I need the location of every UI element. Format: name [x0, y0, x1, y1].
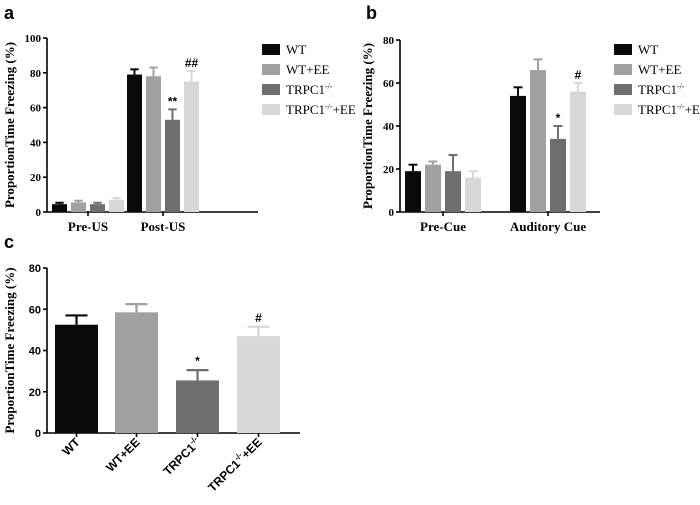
- y-tick-label: 60: [29, 304, 41, 316]
- bar: [146, 76, 161, 212]
- bar: [71, 202, 86, 212]
- legend-label: WT: [286, 42, 306, 57]
- bar: [530, 70, 546, 212]
- y-tick-label: 80: [383, 35, 395, 47]
- bar: [115, 312, 158, 433]
- significance-marker: *: [556, 111, 561, 125]
- bar: [465, 177, 481, 212]
- chart-panel-a: 0 20 40 60 80 100 ProportionTime Freezing (%) P…: [2, 33, 356, 234]
- legend-label: TRPC1-/-: [638, 82, 685, 97]
- panel-label-c: c: [4, 232, 14, 252]
- bar: [405, 171, 421, 212]
- y-tick-label: 80: [29, 263, 41, 275]
- y-tick-label: 0: [389, 207, 395, 219]
- bar: [52, 204, 67, 212]
- panel-label-b: b: [366, 3, 377, 23]
- significance-marker: #: [255, 311, 262, 325]
- legend-swatch: [262, 64, 280, 75]
- y-tick-label: 40: [29, 346, 41, 358]
- y-tick-label: 0: [35, 428, 41, 440]
- bar: [570, 91, 586, 212]
- y-tick-label: 100: [25, 33, 42, 45]
- bar: [90, 204, 105, 212]
- legend-swatch: [262, 44, 280, 55]
- legend-label: WT+EE: [638, 62, 681, 77]
- y-tick-label: 60: [383, 78, 395, 90]
- bar: [510, 95, 526, 212]
- legend-swatch: [614, 104, 632, 115]
- y-tick-label: 40: [383, 121, 395, 133]
- significance-marker: **: [168, 94, 178, 108]
- bar: [425, 164, 441, 212]
- bar: [55, 324, 98, 433]
- y-tick-label: 60: [30, 103, 42, 115]
- panel-label-a: a: [4, 3, 15, 23]
- y-axis-label: ProportionTime Freezing (%): [2, 42, 17, 208]
- category-label: Post-US: [141, 219, 186, 234]
- bar: [127, 74, 142, 212]
- y-axis-label: ProportionTime Freezing (%): [2, 267, 17, 433]
- y-tick-label: 20: [383, 164, 395, 176]
- bar: [109, 199, 124, 212]
- significance-marker: ##: [185, 56, 199, 70]
- chart-panel-c: 0 20 40 60 80 ProportionTime Freezing (%) WT WT…: [2, 263, 300, 495]
- legend-label: WT+EE: [286, 62, 329, 77]
- legend-swatch: [262, 84, 280, 95]
- chart-panel-b: 0 20 40 60 80 ProportionTime Freezing (%) Pre-…: [360, 35, 700, 234]
- legend-swatch: [614, 84, 632, 95]
- legend-label: TRPC1-/-+EE: [286, 102, 356, 117]
- category-label: WT: [60, 435, 84, 459]
- bar: [550, 138, 566, 212]
- legend-swatch: [614, 44, 632, 55]
- bar: [176, 380, 219, 433]
- category-label: TRPC1-/-: [160, 434, 204, 478]
- y-axis-label: ProportionTime Freezing (%): [360, 43, 375, 209]
- category-label: Auditory Cue: [510, 219, 586, 234]
- significance-marker: *: [195, 354, 200, 368]
- legend-swatch: [262, 104, 280, 115]
- legend-label: WT: [638, 42, 658, 57]
- significance-marker: #: [575, 68, 582, 82]
- category-label: WT+EE: [103, 435, 142, 474]
- y-tick-label: 0: [36, 207, 42, 219]
- legend-label: TRPC1-/-: [286, 82, 333, 97]
- y-tick-label: 80: [30, 68, 42, 80]
- y-tick-label: 20: [30, 172, 42, 184]
- legend-label: TRPC1-/-+EE: [638, 102, 700, 117]
- category-label: Pre-US: [68, 219, 108, 234]
- bar: [445, 171, 461, 212]
- category-label: TRPC1-/-+EE: [205, 435, 265, 495]
- bar: [237, 336, 280, 433]
- bar: [165, 119, 180, 212]
- legend-swatch: [614, 64, 632, 75]
- y-tick-label: 40: [30, 137, 42, 149]
- bar: [184, 81, 199, 212]
- y-tick-label: 20: [29, 387, 41, 399]
- category-label: Pre-Cue: [420, 219, 466, 234]
